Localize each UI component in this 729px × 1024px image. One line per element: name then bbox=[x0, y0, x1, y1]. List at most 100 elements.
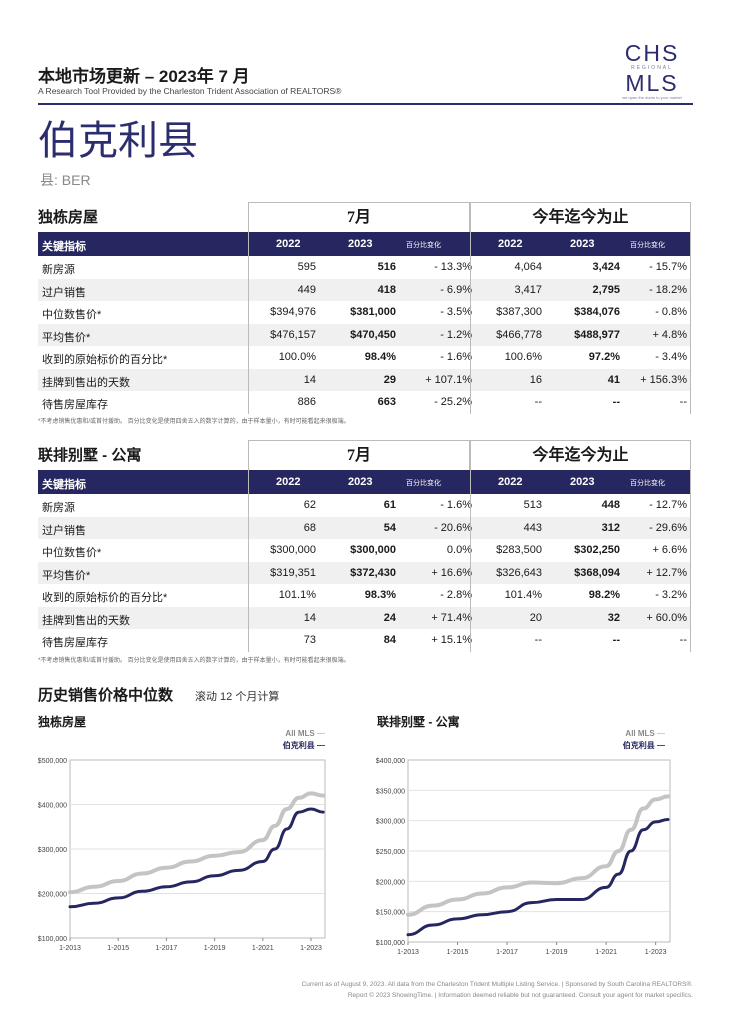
metric-label: 新房源 bbox=[42, 502, 75, 514]
period-ytd: 今年迄今为止 bbox=[470, 202, 691, 232]
col-2022: 2022 bbox=[276, 238, 301, 250]
cell-month-pct: - 3.5% bbox=[440, 306, 472, 318]
cell-ytd-2022: $466,778 bbox=[496, 328, 542, 341]
legend-swatch: — bbox=[657, 729, 665, 738]
table-body: 新房源 62 61 - 1.6% 513 448 - 12.7% 过户销售 68 54 - 20.6… bbox=[38, 494, 691, 652]
cell-ytd-pct: + 60.0% bbox=[646, 611, 687, 624]
cell-ytd-2022: $387,300 bbox=[496, 306, 542, 318]
legend-swatch: — bbox=[657, 741, 665, 750]
table-row: 平均售价* $476,157 $470,450 - 1.2% $466,778 $488,… bbox=[38, 323, 691, 346]
cell-ytd-pct: - 29.6% bbox=[649, 521, 687, 534]
y-tick-label: $300,000 bbox=[376, 819, 405, 826]
cell-month-2022: 100.0% bbox=[278, 351, 316, 363]
cell-ytd-2022: 3,417 bbox=[514, 283, 542, 296]
col-2023: 2023 bbox=[348, 476, 373, 488]
cell-ytd-2023: $368,094 bbox=[574, 566, 620, 579]
series-line-all-mls bbox=[406, 794, 670, 917]
cell-month-pct: + 15.1% bbox=[431, 634, 472, 646]
cell-ytd-pct: - 18.2% bbox=[649, 283, 687, 296]
cell-month-2023: 84 bbox=[383, 634, 396, 646]
x-tick-label: 1-2021 bbox=[252, 945, 274, 952]
cell-ytd-pct: + 156.3% bbox=[640, 373, 687, 386]
cell-month-2023: 54 bbox=[383, 521, 396, 534]
history-subtitle: 滚动 12 个月计算 bbox=[195, 691, 280, 703]
townhouse-condo-table: 联排别墅 - 公寓 7月 今年迄今为止 关键指标 2022 2023 百分比变化… bbox=[38, 440, 691, 652]
x-tick-label: 1-2023 bbox=[645, 949, 667, 955]
cell-month-2023: $470,450 bbox=[350, 328, 396, 341]
legend-label: All MLS bbox=[285, 729, 315, 738]
x-tick-label: 1-2015 bbox=[107, 945, 129, 952]
cell-ytd-2023: 448 bbox=[601, 499, 620, 511]
cell-month-pct: - 25.2% bbox=[434, 396, 472, 408]
footer-line2: Report © 2023 ShowingTime. | Information… bbox=[347, 992, 693, 999]
cell-month-2023: $300,000 bbox=[350, 544, 396, 556]
x-tick-label: 1-2017 bbox=[156, 945, 178, 952]
column-header-row: 关键指标 2022 2023 百分比变化 2022 2023 百分比变化 bbox=[38, 470, 691, 494]
y-tick-label: $200,000 bbox=[376, 879, 405, 886]
cell-month-2022: 595 bbox=[297, 261, 316, 273]
cell-month-2022: $319,351 bbox=[270, 566, 316, 579]
metric-label: 新房源 bbox=[42, 264, 75, 276]
table-row: 收到的原始标价的百分比* 101.1% 98.3% - 2.8% 101.4% 98.2%… bbox=[38, 584, 691, 607]
series-line-county bbox=[68, 807, 325, 909]
footnote: *不考虑销售优惠和/或首付援助。 百分比变化是使用四舍五入的数字计算的，由于样本… bbox=[38, 658, 350, 664]
cell-ytd-2023: $488,977 bbox=[574, 328, 620, 341]
single-family-table: 独栋房屋 7月 今年迄今为止 关键指标 2022 2023 百分比变化 2022… bbox=[38, 202, 691, 414]
x-tick-label: 1-2019 bbox=[546, 949, 568, 955]
table-body: 新房源 595 516 - 13.3% 4,064 3,424 - 15.7% 过户销售 449… bbox=[38, 256, 691, 414]
metric-label: 待售房屋库存 bbox=[42, 637, 108, 649]
cell-month-pct: - 1.6% bbox=[440, 351, 472, 363]
cell-month-2022: 14 bbox=[303, 611, 316, 624]
cell-month-2023: 98.3% bbox=[364, 589, 396, 601]
cell-month-pct: - 13.3% bbox=[434, 261, 472, 273]
table-row: 中位数售价* $300,000 $300,000 0.0% $283,500 $302,2… bbox=[38, 539, 691, 562]
y-tick-label: $250,000 bbox=[376, 849, 405, 856]
table-row: 过户销售 68 54 - 20.6% 443 312 - 29.6% bbox=[38, 516, 691, 539]
y-tick-label: $150,000 bbox=[376, 910, 405, 917]
footnote: *不考虑销售优惠和/或首付援助。 百分比变化是使用四舍五入的数字计算的，由于样本… bbox=[38, 419, 350, 425]
cell-ytd-2022: 101.4% bbox=[504, 589, 542, 601]
cell-ytd-2023: 97.2% bbox=[588, 351, 620, 363]
cell-month-pct: - 20.6% bbox=[434, 521, 472, 534]
legend-label: All MLS bbox=[625, 729, 655, 738]
cell-month-2023: 663 bbox=[377, 396, 396, 408]
metric-label: 挂牌到售出的天数 bbox=[42, 376, 130, 389]
x-tick-label: 1-2019 bbox=[204, 945, 226, 952]
metric-label: 挂牌到售出的天数 bbox=[42, 614, 130, 627]
y-tick-label: $100,000 bbox=[376, 940, 405, 947]
y-tick-label: $400,000 bbox=[38, 803, 67, 810]
history-title: 历史销售价格中位数 bbox=[38, 687, 174, 704]
cell-month-2023: 98.4% bbox=[364, 351, 396, 363]
metric-label: 收到的原始标价的百分比* bbox=[42, 592, 168, 604]
table-head: 联排别墅 - 公寓 7月 今年迄今为止 bbox=[38, 440, 691, 470]
col-ytd-2023: 2023 bbox=[570, 476, 595, 488]
legend-county: 伯克利县 — bbox=[220, 740, 325, 751]
column-header-row: 关键指标 2022 2023 百分比变化 2022 2023 百分比变化 bbox=[38, 232, 691, 256]
cell-ytd-pct: - 3.4% bbox=[655, 351, 687, 363]
period-month: 7月 bbox=[248, 202, 470, 232]
table-row: 待售房屋库存 73 84 + 15.1% -- -- -- bbox=[38, 629, 691, 652]
x-tick-label: 1-2023 bbox=[300, 945, 322, 952]
cell-month-pct: + 16.6% bbox=[431, 566, 472, 579]
cell-ytd-2023: 41 bbox=[607, 373, 620, 386]
cell-ytd-pct: + 4.8% bbox=[652, 328, 687, 341]
cell-ytd-2022: 100.6% bbox=[504, 351, 542, 363]
col-pct: 百分比变化 bbox=[406, 480, 441, 487]
county-name: 伯克利县 bbox=[38, 119, 198, 163]
report-subtitle: A Research Tool Provided by the Charlest… bbox=[38, 86, 342, 96]
table-row: 过户销售 449 418 - 6.9% 3,417 2,795 - 18.2% bbox=[38, 278, 691, 301]
y-tick-label: $500,000 bbox=[38, 758, 67, 765]
y-tick-label: $400,000 bbox=[376, 758, 405, 765]
logo-line1: CHS bbox=[624, 40, 680, 66]
cell-ytd-2022: -- bbox=[534, 634, 542, 646]
metric-label: 待售房屋库存 bbox=[42, 399, 108, 411]
table-row: 新房源 595 516 - 13.3% 4,064 3,424 - 15.7% bbox=[38, 256, 691, 279]
header-divider bbox=[38, 103, 693, 105]
series-line-county bbox=[406, 818, 670, 937]
chart-title: 联排别墅 - 公寓 bbox=[377, 715, 460, 729]
col-2022: 2022 bbox=[276, 476, 301, 488]
cell-ytd-2023: -- bbox=[612, 396, 620, 408]
cell-ytd-2023: 98.2% bbox=[588, 589, 620, 601]
cell-ytd-pct: - 12.7% bbox=[649, 499, 687, 511]
cell-month-pct: - 1.2% bbox=[440, 328, 472, 341]
